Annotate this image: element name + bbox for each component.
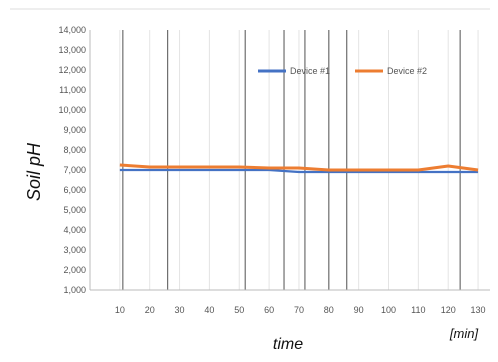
series-line-device-2: [119, 163, 479, 172]
tick-labels: 1,000 2,000 3,000 4,000 5,000 6,000 7,000 8,000…: [58, 25, 485, 315]
x-tick-label: 80: [324, 305, 334, 315]
x-tick-label: 90: [354, 305, 364, 315]
y-tick-label: 8,000: [63, 145, 86, 155]
legend-label: Device #1: [290, 66, 330, 76]
x-tick-label: 100: [381, 305, 396, 315]
y-tick-label: 5,000: [63, 205, 86, 215]
y-tick-label: 6,000: [63, 185, 86, 195]
x-tick-label: 40: [204, 305, 214, 315]
x-tick-label: 30: [175, 305, 185, 315]
grid-lines: [119, 30, 479, 290]
legend: Device #1 Device #2: [258, 66, 427, 76]
x-tick-label: 20: [145, 305, 155, 315]
series-line-device-1: [119, 168, 479, 174]
x-tick-label: 120: [441, 305, 456, 315]
y-tick-label: 1,000: [63, 285, 86, 295]
y-tick-label: 10,000: [58, 105, 86, 115]
legend-label: Device #2: [387, 66, 427, 76]
y-tick-label: 7,000: [63, 165, 86, 175]
data-series: [119, 163, 479, 174]
x-tick-label: 60: [264, 305, 274, 315]
x-tick-label: 70: [294, 305, 304, 315]
x-tick-label: 10: [115, 305, 125, 315]
y-tick-label: 14,000: [58, 25, 86, 35]
x-axis-title: time: [273, 336, 303, 353]
x-tick-label: 130: [471, 305, 486, 315]
y-tick-label: 12,000: [58, 65, 86, 75]
y-tick-label: 11,000: [59, 85, 86, 95]
x-tick-label: 110: [411, 305, 425, 315]
y-tick-label: 3,000: [63, 245, 86, 255]
y-axis-title: Soil pH: [24, 142, 44, 201]
y-tick-label: 9,000: [63, 125, 86, 135]
y-tick-label: 2,000: [63, 265, 86, 275]
y-tick-label: 13,000: [58, 45, 86, 55]
x-tick-label: 50: [234, 305, 244, 315]
y-tick-label: 4,000: [63, 225, 86, 235]
x-axis-unit: [min]: [449, 326, 479, 341]
axes: [89, 30, 490, 291]
